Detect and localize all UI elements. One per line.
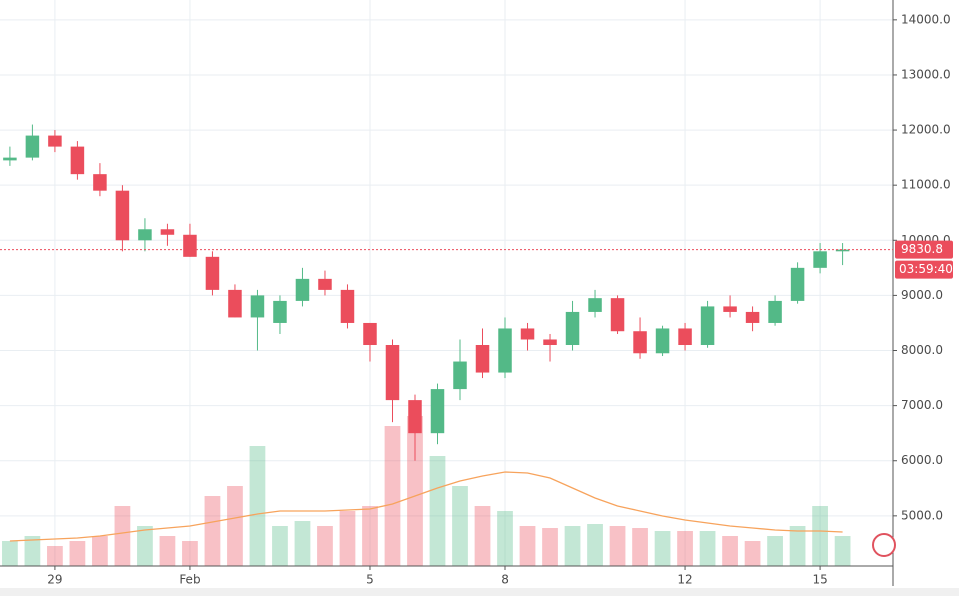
candle-body [273,300,287,323]
candle-body [70,146,85,175]
candle-body [93,174,107,191]
volume-bar [722,536,738,566]
candle-body [340,289,355,323]
volume-bar [452,486,468,566]
volume-bar [654,531,671,566]
volume-bar [114,506,131,566]
candle-body [498,328,512,373]
volume-bar [47,546,63,566]
y-tick-label: 9000.0 [901,288,943,302]
x-tick-label: 12 [677,573,692,587]
candle-body [768,300,782,323]
volume-ma-line [9,471,843,542]
volume-bar [317,526,333,566]
candle-body [700,306,715,346]
volume-bar [564,526,581,566]
bottom-strip [0,588,959,596]
candle-body [655,328,670,354]
y-tick-label: 7000.0 [901,398,943,412]
volume-bar [182,541,198,566]
candle-body [295,278,310,301]
countdown-box [895,260,953,279]
volume-bar [384,426,401,566]
volume-bar [429,456,446,566]
y-tick-label: 6000.0 [901,453,943,467]
candle-body [520,328,535,340]
volume-bar [339,511,356,566]
volume-bar [767,536,783,566]
settings-icon [872,533,896,557]
candle-body [385,345,400,401]
volume-bar [2,541,18,566]
y-tick-label: 14000.0 [901,12,951,26]
volume-bar [407,416,423,566]
volume-bar [542,528,558,566]
candle-body [835,249,850,252]
volume-bar [812,506,828,566]
volume-bar [474,506,491,566]
x-tick-label: 15 [812,573,827,587]
x-tick-label: Feb [179,573,200,587]
volume-bar [699,531,716,566]
volume-bar [789,526,806,566]
candle-body [138,229,152,241]
volume-bar [632,528,648,566]
volume-bar [587,524,603,566]
candle-body [318,278,332,290]
candle-body [745,311,760,323]
volume-bar [249,446,266,566]
y-tick-label: 13000.0 [901,67,951,81]
volume-bar [159,536,176,566]
volume-bar [272,526,288,566]
last-price-label: 9830.8 [901,242,943,256]
volume-bar [137,526,153,566]
volume-bar [362,506,378,566]
candle-body [228,289,242,318]
y-tick-label: 5000.0 [901,508,943,522]
candle-body [408,400,422,434]
y-tick-label: 8000.0 [901,343,943,357]
candle-body [565,311,580,346]
candle-body [678,328,692,346]
volume-bar [227,486,243,566]
volume-bar [24,536,41,566]
volume-bar [69,541,86,566]
x-tick-label: 5 [366,573,374,587]
volume-bar [677,531,693,566]
candle-body [250,295,265,318]
candle-body [160,229,175,235]
candle-body [25,135,40,158]
candle-body [723,306,737,312]
x-tick-label: 29 [47,573,62,587]
candle-body [48,135,62,147]
candle-body [363,322,377,346]
x-tick-label: 8 [501,573,509,587]
volume-bar [92,536,108,566]
volume-bar [519,526,536,566]
candle-body [610,298,625,332]
countdown-label: 03:59:40 [899,262,953,276]
candle-body [588,298,602,312]
volume-bar [294,521,311,566]
candle-body [543,339,557,346]
candle-body [475,345,490,373]
candle-body [183,234,197,257]
volume-bar [609,526,626,566]
candle-body [205,256,220,290]
volume-bar [744,541,761,566]
candle-body [453,361,467,390]
last-price-box [895,240,953,259]
candle-body [115,190,130,241]
volume-bar [204,496,221,566]
y-tick-label: 12000.0 [901,123,951,137]
candle-body [813,251,827,268]
volume-bar [497,511,513,566]
candle-body [3,157,17,161]
volume-bar [834,536,851,566]
y-tick-label: 11000.0 [901,178,951,192]
candle-body [790,267,805,301]
candle-body [633,331,647,354]
candle-body [430,389,445,434]
